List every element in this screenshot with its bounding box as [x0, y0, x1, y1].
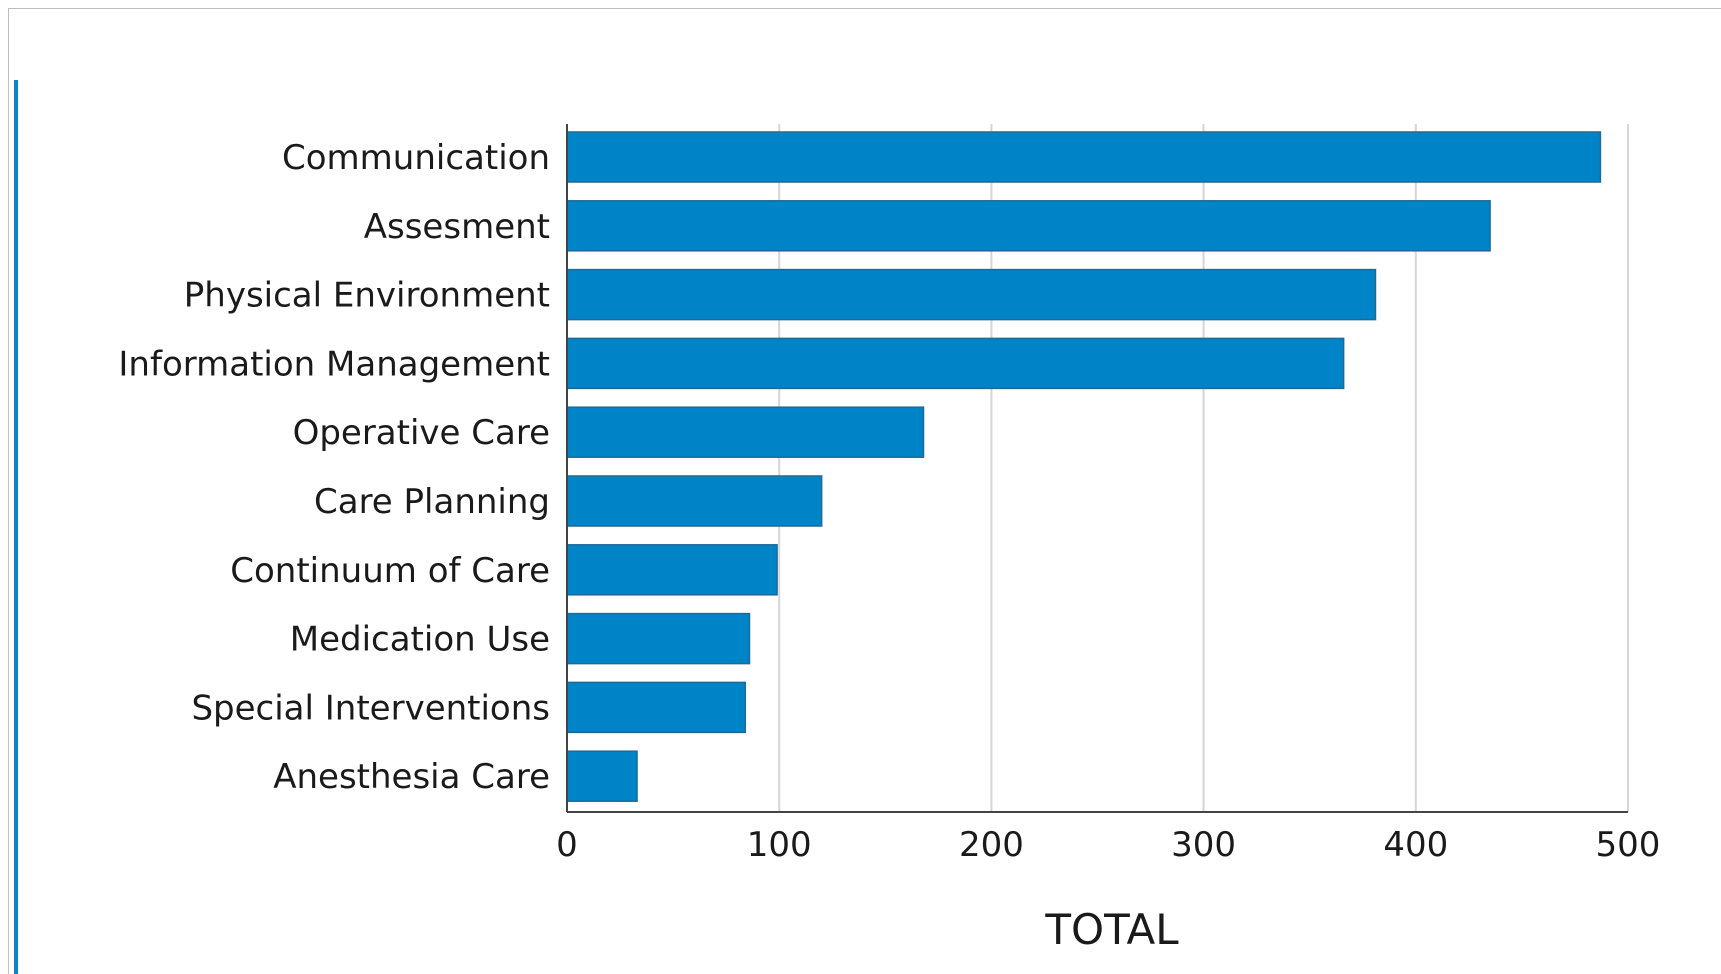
bar-communication: [566, 131, 1602, 183]
bars: [566, 131, 1602, 802]
category-label: Care Planning: [314, 482, 550, 522]
bar-medication-use: [566, 612, 751, 665]
x-tick-labels: 0 100 200 300 400 500: [556, 825, 1660, 865]
axes: [566, 124, 1628, 813]
bar-assesment: [566, 200, 1491, 252]
x-tick-label: 400: [1383, 825, 1448, 865]
category-label: Continuum of Care: [230, 551, 550, 591]
bar-special-interventions: [566, 681, 746, 734]
bar-anesthesia-care: [566, 750, 638, 802]
x-tick-label: 500: [1596, 825, 1661, 865]
category-label: Anesthesia Care: [273, 757, 550, 797]
category-labels: Communication Assesment Physical Environme…: [118, 138, 550, 797]
x-tick-label: 200: [959, 825, 1024, 865]
x-axis-title: TOTAL: [1044, 905, 1179, 954]
bar-care-planning: [566, 475, 823, 527]
category-label: Assesment: [364, 207, 550, 247]
bar-physical-environment: [566, 268, 1377, 321]
left-accent-bar: [14, 80, 18, 974]
category-label: Physical Environment: [184, 276, 550, 316]
category-label: Information Management: [118, 344, 550, 384]
bar-operative-care: [566, 406, 925, 458]
category-label: Operative Care: [293, 413, 550, 453]
x-tick-label: 100: [747, 825, 812, 865]
bar-information-management: [566, 337, 1345, 390]
category-label: Special Interventions: [191, 688, 550, 728]
x-tick-label: 300: [1171, 825, 1236, 865]
x-tick-label: 0: [556, 825, 578, 865]
category-label: Medication Use: [290, 620, 550, 660]
bar-continuum-of-care: [566, 544, 778, 596]
category-label: Communication: [282, 138, 550, 178]
